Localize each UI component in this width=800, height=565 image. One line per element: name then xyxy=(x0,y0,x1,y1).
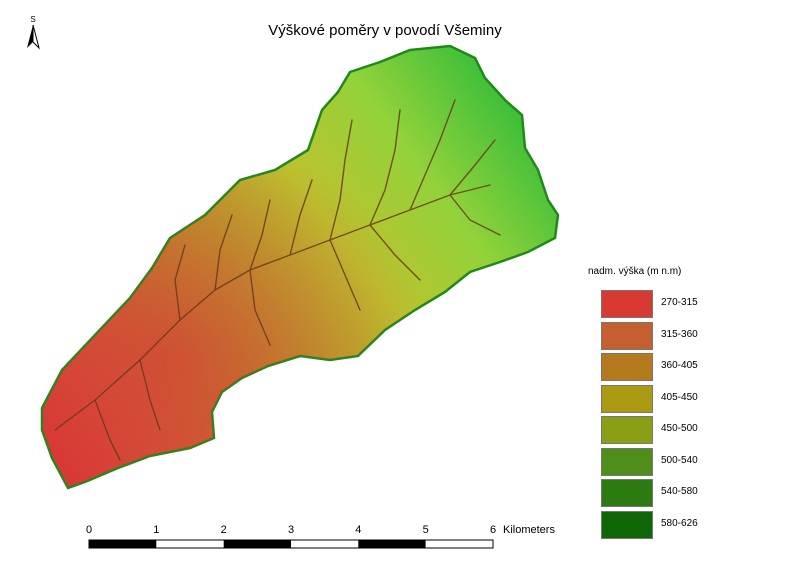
scale-bar-tick-label: 4 xyxy=(355,524,362,536)
legend-item: 580-626 xyxy=(588,510,788,543)
tributary xyxy=(139,359,161,431)
legend-swatch xyxy=(601,416,653,444)
legend-swatch xyxy=(601,510,653,539)
scale-bar-tick-label: 1 xyxy=(153,524,160,536)
tributary xyxy=(174,244,186,321)
tributary xyxy=(214,214,233,291)
scale-bar-tick-label: 5 xyxy=(422,524,429,536)
tributary xyxy=(249,199,271,271)
scale-bar-tick-label: 3 xyxy=(287,524,295,536)
map-title: Výškové poměry v povodí Všeminy xyxy=(268,22,502,39)
north-arrow-icon: S xyxy=(27,15,40,50)
legend-label: 450-500 xyxy=(661,423,698,434)
scale-bar-tick-label: 0 xyxy=(85,524,93,536)
scale-bar-tick-label: 6 xyxy=(489,524,497,536)
tributary xyxy=(329,119,353,241)
legend-label: 360-405 xyxy=(661,360,698,371)
tributary xyxy=(369,224,421,281)
legend: nadm. výška (m n.m) 270-315 315-360 360-40… xyxy=(588,266,788,542)
tributary xyxy=(94,399,121,461)
legend-swatch xyxy=(601,384,653,413)
legend-item: 540-580 xyxy=(588,479,788,511)
tributary xyxy=(289,179,313,256)
legend-label: 540-580 xyxy=(661,486,698,497)
tributary xyxy=(329,239,361,311)
legend-item: 360-405 xyxy=(588,353,788,385)
stream-network xyxy=(54,99,501,461)
legend-label: 270-315 xyxy=(661,297,698,308)
tributary xyxy=(449,139,496,196)
legend-item: 270-315 xyxy=(588,290,788,322)
legend-item: 315-360 xyxy=(588,321,788,354)
legend-item: 405-450 xyxy=(588,384,788,417)
legend-label: 405-450 xyxy=(661,391,698,403)
legend-swatch xyxy=(601,290,653,318)
legend-label: 500-540 xyxy=(661,454,698,466)
main-valley-shading xyxy=(42,46,558,488)
legend-label: 580-626 xyxy=(661,517,698,529)
legend-swatch xyxy=(601,353,653,381)
tributary xyxy=(449,194,501,236)
legend-item: 450-500 xyxy=(588,416,788,448)
legend-swatch xyxy=(601,447,653,476)
tributary xyxy=(409,99,456,211)
legend-swatch xyxy=(601,321,653,350)
tributary xyxy=(249,269,271,346)
legend-title: nadm. výška (m n.m) xyxy=(588,266,682,277)
scale-bar xyxy=(88,539,494,549)
legend-item: 500-540 xyxy=(588,447,788,480)
north-arrow-label: S xyxy=(30,15,35,24)
scale-bar-tick-label: 2 xyxy=(220,524,227,536)
legend-label: 315-360 xyxy=(661,328,698,340)
scale-bar-unit: Kilometers xyxy=(503,524,555,536)
legend-swatch xyxy=(601,479,653,507)
legend-items: 270-315 315-360 360-405 405-450 450-500 500-5… xyxy=(588,290,788,542)
main-stream xyxy=(54,184,491,431)
tributary xyxy=(369,109,401,226)
